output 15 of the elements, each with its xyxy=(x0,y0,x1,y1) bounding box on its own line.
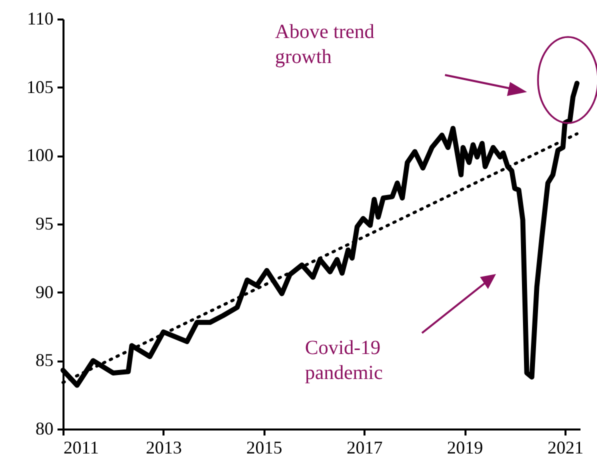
y-tick-label: 85 xyxy=(36,350,54,370)
x-tick-label: 2015 xyxy=(246,438,282,458)
x-tick-label: 2019 xyxy=(447,438,484,458)
y-tick-label: 95 xyxy=(36,214,54,234)
x-tick-label: 2013 xyxy=(146,438,182,458)
x-tick-label: 2017 xyxy=(346,438,383,458)
y-tick-label: 80 xyxy=(36,418,54,438)
y-tick-label: 100 xyxy=(26,145,54,166)
annotation: Covid-19 pandemic xyxy=(305,337,383,384)
y-tick-label: 110 xyxy=(27,8,54,28)
y-tick-label: 105 xyxy=(26,76,54,97)
x-tick-label: 2011 xyxy=(64,438,99,458)
y-tick-label: 90 xyxy=(36,282,54,302)
x-tick-label: 2021 xyxy=(547,438,584,458)
annotation: Above trend growth xyxy=(275,21,374,68)
